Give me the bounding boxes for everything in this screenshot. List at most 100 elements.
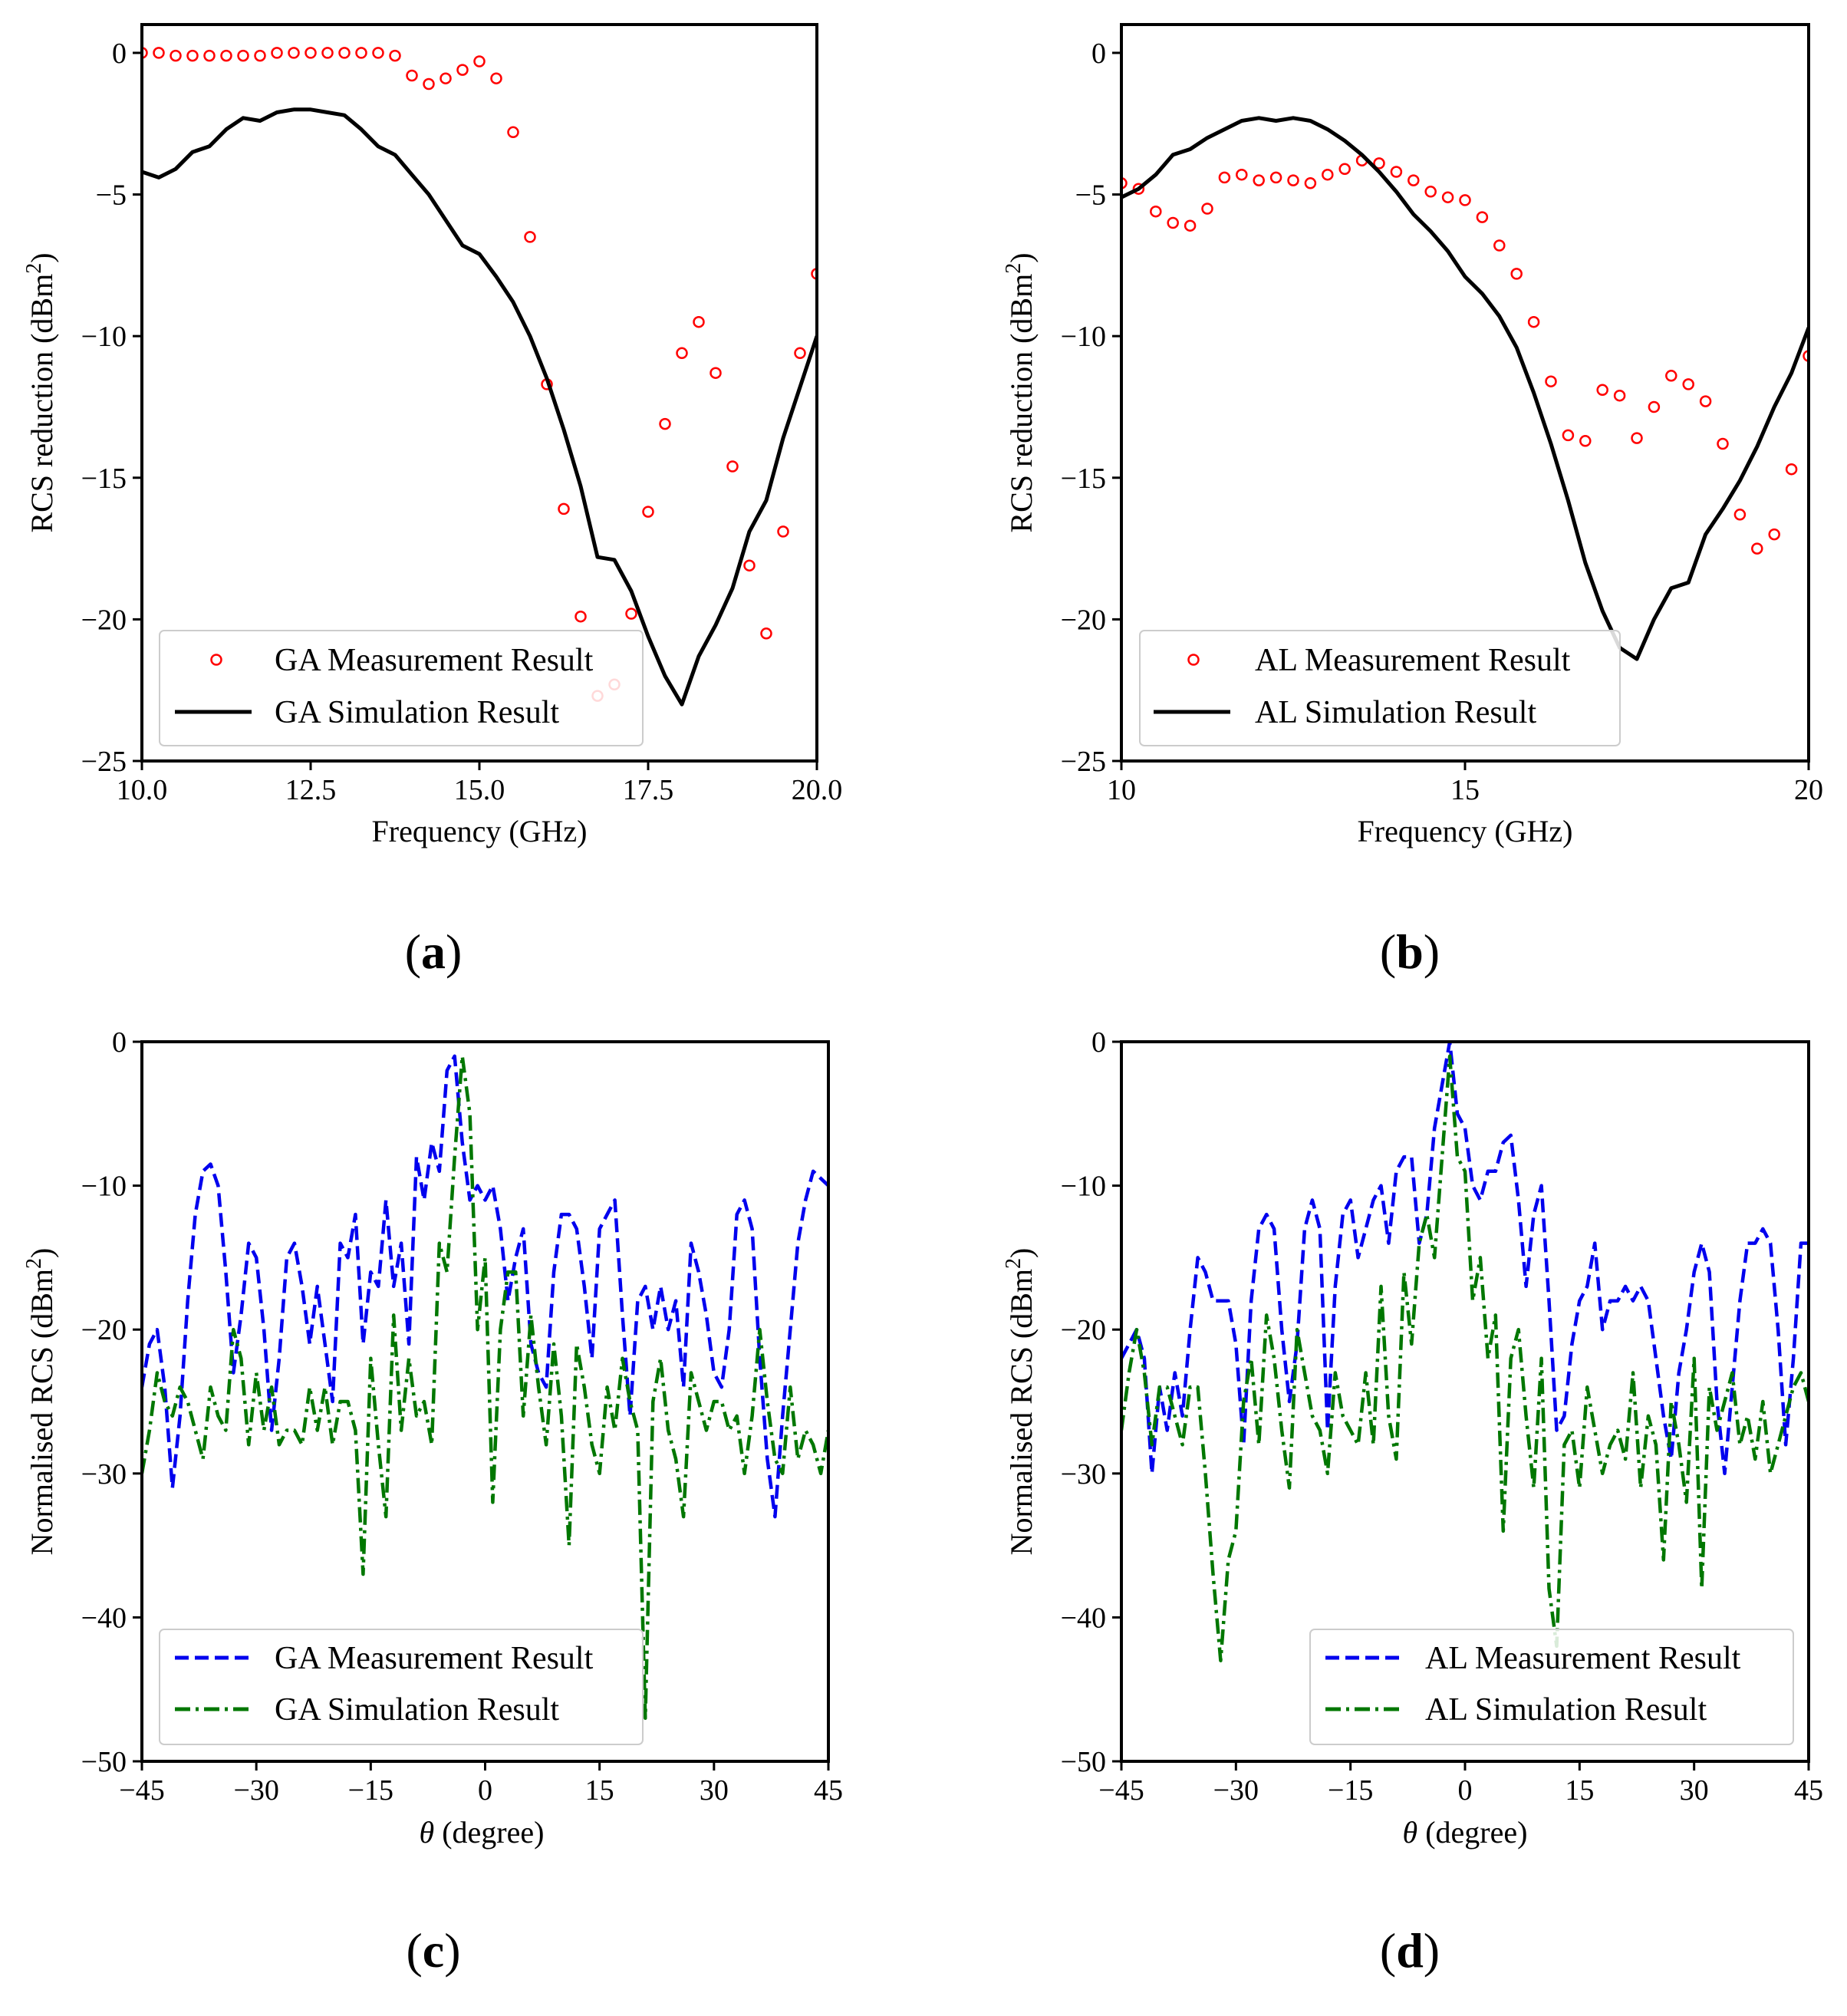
chart-b-point-0-25 [1545, 375, 1557, 387]
chart-d-y-axis-title-close: ) [1004, 1248, 1039, 1258]
chart-a-point-0-36 [743, 559, 756, 572]
chart-d-series-al-simulation-result [1121, 1054, 1809, 1662]
chart-c-x-axis-title-text: (degree) [434, 1815, 544, 1850]
chart-a-y-tick-label-3: −15 [81, 463, 127, 495]
chart-c-x-tick-label-2: −15 [348, 1774, 393, 1807]
chart-a-point-0-9 [288, 47, 300, 59]
chart-a-point-0-15 [389, 49, 401, 62]
chart-panel-c: −45 −30 −15 0 15 30 45 0 −10 −20 −30 −40 −50 θ (degr… [22, 1026, 844, 1978]
chart-d-y-tick-label-2: −20 [1061, 1314, 1106, 1346]
chart-a-point-0-11 [321, 47, 334, 59]
chart-b-y-tick-label-5: −25 [1061, 746, 1106, 778]
chart-c-x-tick-label-4: 15 [585, 1774, 614, 1807]
chart-c-y-tick-label-1: −10 [81, 1171, 127, 1203]
chart-a-point-0-29 [625, 608, 637, 620]
chart-b-point-0-3 [1167, 216, 1179, 229]
chart-b-point-0-31 [1648, 400, 1661, 413]
chart-a-x-tick-label-3: 17.5 [623, 774, 674, 806]
chart-a-point-0-10 [305, 47, 317, 59]
chart-a-point-0-35 [726, 460, 739, 473]
chart-d-x-tick-label-1: −30 [1213, 1774, 1259, 1807]
chart-b-point-0-28 [1596, 384, 1608, 397]
chart-b-ticks: 10 15 20 0 −5 −10 −15 −20 −25 [1061, 38, 1823, 806]
chart-c-legend: GA Measurement Result GA Simulation Resu… [159, 1629, 644, 1745]
chart-b-point-0-8 [1253, 174, 1265, 186]
chart-a-point-0-40 [811, 268, 817, 280]
chart-a-legend-label-measurement: GA Measurement Result [275, 643, 594, 678]
chart-b-legend: AL Measurement Result AL Simulation Resu… [1139, 630, 1621, 746]
chart-b-series-al-simulation-result [1121, 116, 1809, 661]
chart-c-series-ga-simulation-result [142, 1054, 828, 1720]
chart-c-y-axis-title-close: ) [25, 1248, 59, 1258]
chart-b-point-0-40 [1803, 350, 1809, 362]
chart-b-point-0-37 [1751, 542, 1763, 555]
chart-b-panel-letter: b [1396, 924, 1424, 979]
chart-a-point-0-32 [676, 347, 688, 360]
chart-c-x-axis-title-symbol: θ [420, 1815, 435, 1850]
chart-d-legend-label-simulation: AL Simulation Result [1425, 1692, 1707, 1728]
chart-a-y-tick-label-4: −20 [81, 604, 127, 636]
chart-b-x-tick-label-1: 15 [1450, 774, 1480, 806]
chart-a-point-0-33 [693, 315, 705, 328]
chart-c-y-tick-label-3: −30 [81, 1458, 127, 1491]
chart-b-point-0-33 [1682, 378, 1694, 390]
chart-d-legend-label-measurement: AL Measurement Result [1425, 1641, 1741, 1676]
chart-d-x-tick-label-5: 30 [1680, 1774, 1709, 1807]
chart-c-x-tick-label-6: 45 [814, 1774, 843, 1807]
chart-a-point-0-17 [423, 77, 435, 91]
chart-b-x-tick-label-0: 10 [1107, 774, 1136, 806]
chart-d-y-tick-label-1: −10 [1061, 1171, 1106, 1203]
chart-panel-b: 10 15 20 0 −5 −10 −15 −20 −25 Frequency (GHz) RC… [1002, 23, 1823, 979]
chart-d-ticks: −45 −30 −15 0 15 30 45 0 −10 −20 −30 −40 −50 [1061, 1026, 1823, 1807]
chart-d-series-al-measurement-result [1121, 1042, 1809, 1476]
chart-b-point-0-1 [1132, 183, 1145, 195]
chart-a-y-axis-title-close: ) [25, 252, 59, 262]
chart-panel-d: −45 −30 −15 0 15 30 45 0 −10 −20 −30 −40 −50 θ (degr… [1002, 1026, 1824, 1978]
chart-d-marks [1121, 1042, 1809, 1662]
chart-a-point-0-6 [237, 49, 249, 62]
chart-a-marks [142, 47, 817, 707]
chart-b-y-tick-label-4: −20 [1061, 604, 1106, 636]
chart-a-y-tick-label-5: −25 [81, 746, 127, 778]
chart-d-x-axis-title-symbol: θ [1403, 1815, 1418, 1850]
chart-d-x-tick-label-6: 45 [1794, 1774, 1823, 1807]
chart-b-panel-label: (b) [1380, 924, 1440, 979]
chart-b-point-0-26 [1562, 429, 1575, 442]
chart-b-y-axis-title-close: ) [1004, 252, 1039, 262]
chart-a-y-tick-label-1: −5 [96, 180, 127, 212]
chart-b-point-0-38 [1768, 528, 1780, 541]
chart-b-point-0-0 [1121, 177, 1128, 189]
chart-a-point-0-26 [575, 610, 587, 623]
chart-b-point-0-22 [1493, 239, 1506, 252]
chart-a-y-axis-title-sup: 2 [22, 263, 46, 274]
chart-b-y-axis-title-sup: 2 [1002, 263, 1026, 274]
chart-c-x-tick-label-5: 30 [700, 1774, 729, 1807]
chart-a-ticks: 10.0 12.5 15.0 17.5 20.0 0 −5 −10 −15 −20 −25 [81, 38, 843, 806]
chart-b-point-0-4 [1184, 219, 1197, 232]
chart-a-x-axis-title: Frequency (GHz) [372, 814, 588, 848]
chart-b-y-tick-label-3: −15 [1061, 463, 1106, 495]
chart-a-point-0-14 [372, 47, 384, 59]
chart-c-legend-label-simulation: GA Simulation Result [275, 1692, 559, 1728]
chart-a-point-0-0 [142, 47, 148, 59]
chart-a-point-0-5 [220, 49, 232, 62]
chart-c-y-tick-label-2: −20 [81, 1314, 127, 1346]
chart-a-point-0-18 [440, 72, 452, 84]
chart-a-point-0-2 [170, 49, 182, 62]
chart-c-x-tick-label-0: −45 [119, 1774, 164, 1807]
chart-d-x-tick-label-2: −15 [1328, 1774, 1373, 1807]
chart-b-y-tick-label-0: 0 [1091, 38, 1106, 70]
chart-d-panel-label: (d) [1380, 1923, 1440, 1978]
chart-a-y-axis-title: RCS reduction (dBm2) [22, 252, 60, 532]
chart-a-point-0-34 [709, 367, 722, 379]
chart-a-point-0-31 [659, 417, 671, 430]
chart-a-panel-letter: a [421, 924, 446, 979]
chart-a-legend: GA Measurement Result GA Simulation Resu… [159, 630, 644, 746]
chart-d-x-tick-label-3: 0 [1458, 1774, 1473, 1807]
chart-b-point-0-27 [1579, 435, 1592, 447]
chart-d-y-tick-label-4: −40 [1061, 1602, 1106, 1634]
chart-a-panel-label: (a) [405, 924, 463, 979]
chart-b-point-0-30 [1631, 432, 1643, 444]
chart-b-point-0-20 [1459, 194, 1471, 206]
